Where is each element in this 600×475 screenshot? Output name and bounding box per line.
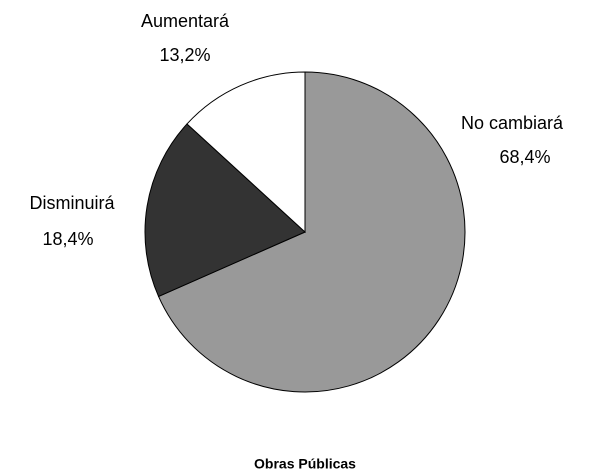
pie-slice: [157, 71, 466, 393]
slice-value-label: 68,4%: [499, 147, 550, 167]
pie-slice: [186, 71, 306, 234]
slice-value-label: 13,2%: [159, 45, 210, 65]
slice-label: No cambiará: [461, 113, 564, 133]
slice-label: Disminuirá: [29, 193, 115, 213]
chart-title: Obras Públicas: [254, 456, 356, 472]
slice-value-label: 18,4%: [42, 229, 93, 249]
slice-label: Aumentará: [141, 11, 230, 31]
pie-slice: [144, 123, 306, 298]
